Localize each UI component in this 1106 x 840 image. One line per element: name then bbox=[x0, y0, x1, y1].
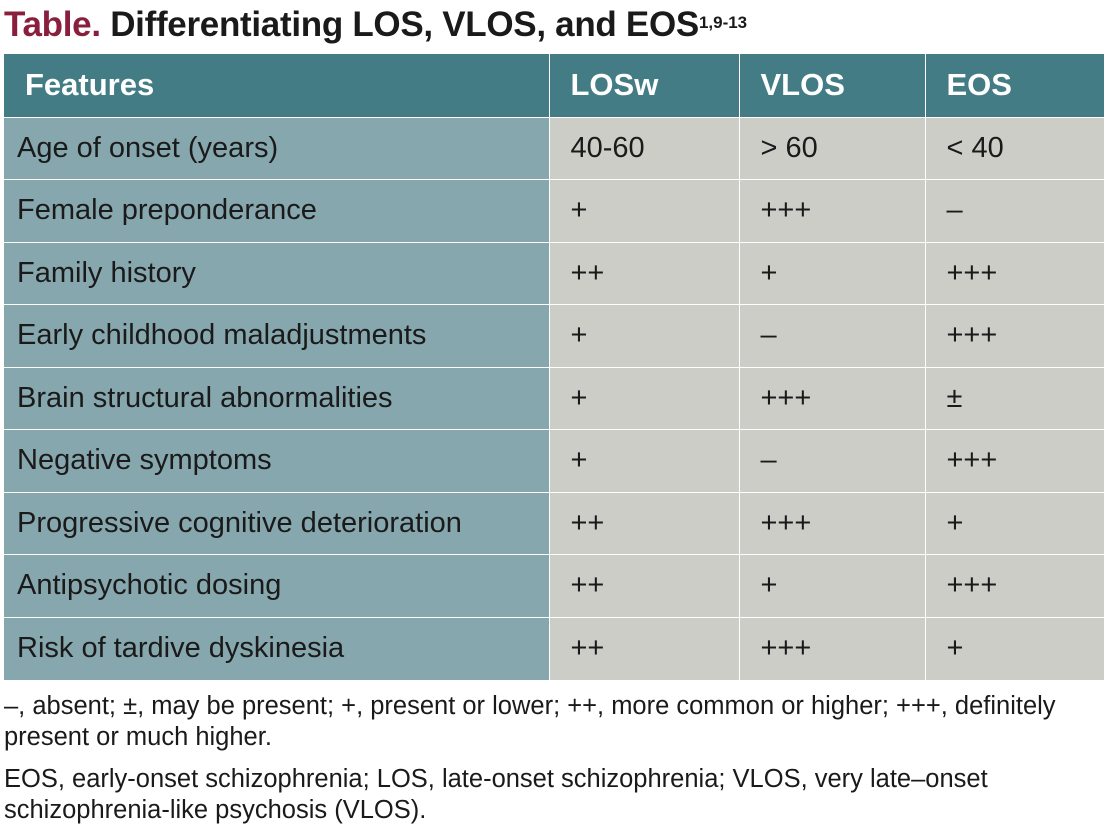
comparison-table: Features LOSw VLOS EOS Age of onset (yea… bbox=[4, 54, 1104, 680]
vlos-cell: +++ bbox=[738, 179, 925, 242]
feature-cell: Female preponderance bbox=[4, 179, 549, 242]
vlos-cell: +++ bbox=[738, 616, 925, 680]
losw-cell: + bbox=[548, 179, 739, 242]
table-title-text: Differentiating LOS, VLOS, and EOS bbox=[110, 5, 699, 44]
losw-cell: 40-60 bbox=[548, 116, 739, 180]
table-row: Family history ++ + +++ bbox=[4, 241, 1104, 305]
feature-cell: Early childhood maladjustments bbox=[4, 304, 549, 367]
feature-cell: Brain structural abnormalities bbox=[4, 366, 549, 430]
vlos-cell: – bbox=[738, 304, 925, 367]
feature-cell: Progressive cognitive deterioration bbox=[4, 491, 549, 555]
losw-cell: ++ bbox=[548, 554, 739, 617]
eos-cell: – bbox=[924, 179, 1104, 242]
feature-cell: Age of onset (years) bbox=[4, 116, 549, 180]
losw-cell: ++ bbox=[548, 241, 739, 305]
symbol-legend: –, absent; ±, may be present; +, present… bbox=[4, 692, 1056, 751]
header-eos: EOS bbox=[924, 54, 1104, 117]
losw-cell: + bbox=[548, 304, 739, 367]
eos-cell: +++ bbox=[924, 429, 1104, 492]
feature-cell: Family history bbox=[4, 241, 549, 305]
vlos-cell: > 60 bbox=[738, 116, 925, 180]
eos-cell: +++ bbox=[924, 304, 1104, 367]
losw-cell: + bbox=[548, 366, 739, 430]
eos-cell: +++ bbox=[924, 241, 1104, 305]
eos-cell: +++ bbox=[924, 554, 1104, 617]
eos-cell: ± bbox=[924, 366, 1104, 430]
header-features: Features bbox=[4, 54, 549, 117]
table-row: Risk of tardive dyskinesia ++ +++ + bbox=[4, 616, 1104, 680]
vlos-cell: +++ bbox=[738, 491, 925, 555]
feature-cell: Antipsychotic dosing bbox=[4, 554, 549, 617]
eos-cell: + bbox=[924, 616, 1104, 680]
header-losw: LOSw bbox=[548, 54, 739, 117]
table-row: Age of onset (years) 40-60 > 60 < 40 bbox=[4, 116, 1104, 180]
feature-cell: Negative symptoms bbox=[4, 429, 549, 492]
header-vlos: VLOS bbox=[738, 54, 925, 117]
vlos-cell: – bbox=[738, 429, 925, 492]
table-row: Early childhood maladjustments + – +++ bbox=[4, 304, 1104, 367]
table-row: Antipsychotic dosing ++ + +++ bbox=[4, 554, 1104, 617]
abbreviation-note: EOS, early-onset schizophrenia; LOS, lat… bbox=[4, 765, 988, 824]
table-row: Female preponderance + +++ – bbox=[4, 179, 1104, 242]
feature-cell: Risk of tardive dyskinesia bbox=[4, 616, 549, 680]
eos-cell: < 40 bbox=[924, 116, 1104, 180]
vlos-cell: +++ bbox=[738, 366, 925, 430]
losw-cell: + bbox=[548, 429, 739, 492]
table-row: Progressive cognitive deterioration ++ +… bbox=[4, 491, 1104, 555]
table-row: Negative symptoms + – +++ bbox=[4, 429, 1104, 492]
table-header-row: Features LOSw VLOS EOS bbox=[4, 54, 1104, 117]
title-reference-superscript: 1,9-13 bbox=[698, 13, 748, 32]
losw-cell: ++ bbox=[548, 616, 739, 680]
eos-cell: + bbox=[924, 491, 1104, 555]
losw-cell: ++ bbox=[548, 491, 739, 555]
table-footnotes: –, absent; ±, may be present; +, present… bbox=[4, 691, 1104, 837]
vlos-cell: + bbox=[738, 554, 925, 617]
table-title: Table. Differentiating LOS, VLOS, and EO… bbox=[4, 2, 747, 48]
table-label: Table. bbox=[4, 5, 101, 44]
table-row: Brain structural abnormalities + +++ ± bbox=[4, 366, 1104, 430]
vlos-cell: + bbox=[738, 241, 925, 305]
